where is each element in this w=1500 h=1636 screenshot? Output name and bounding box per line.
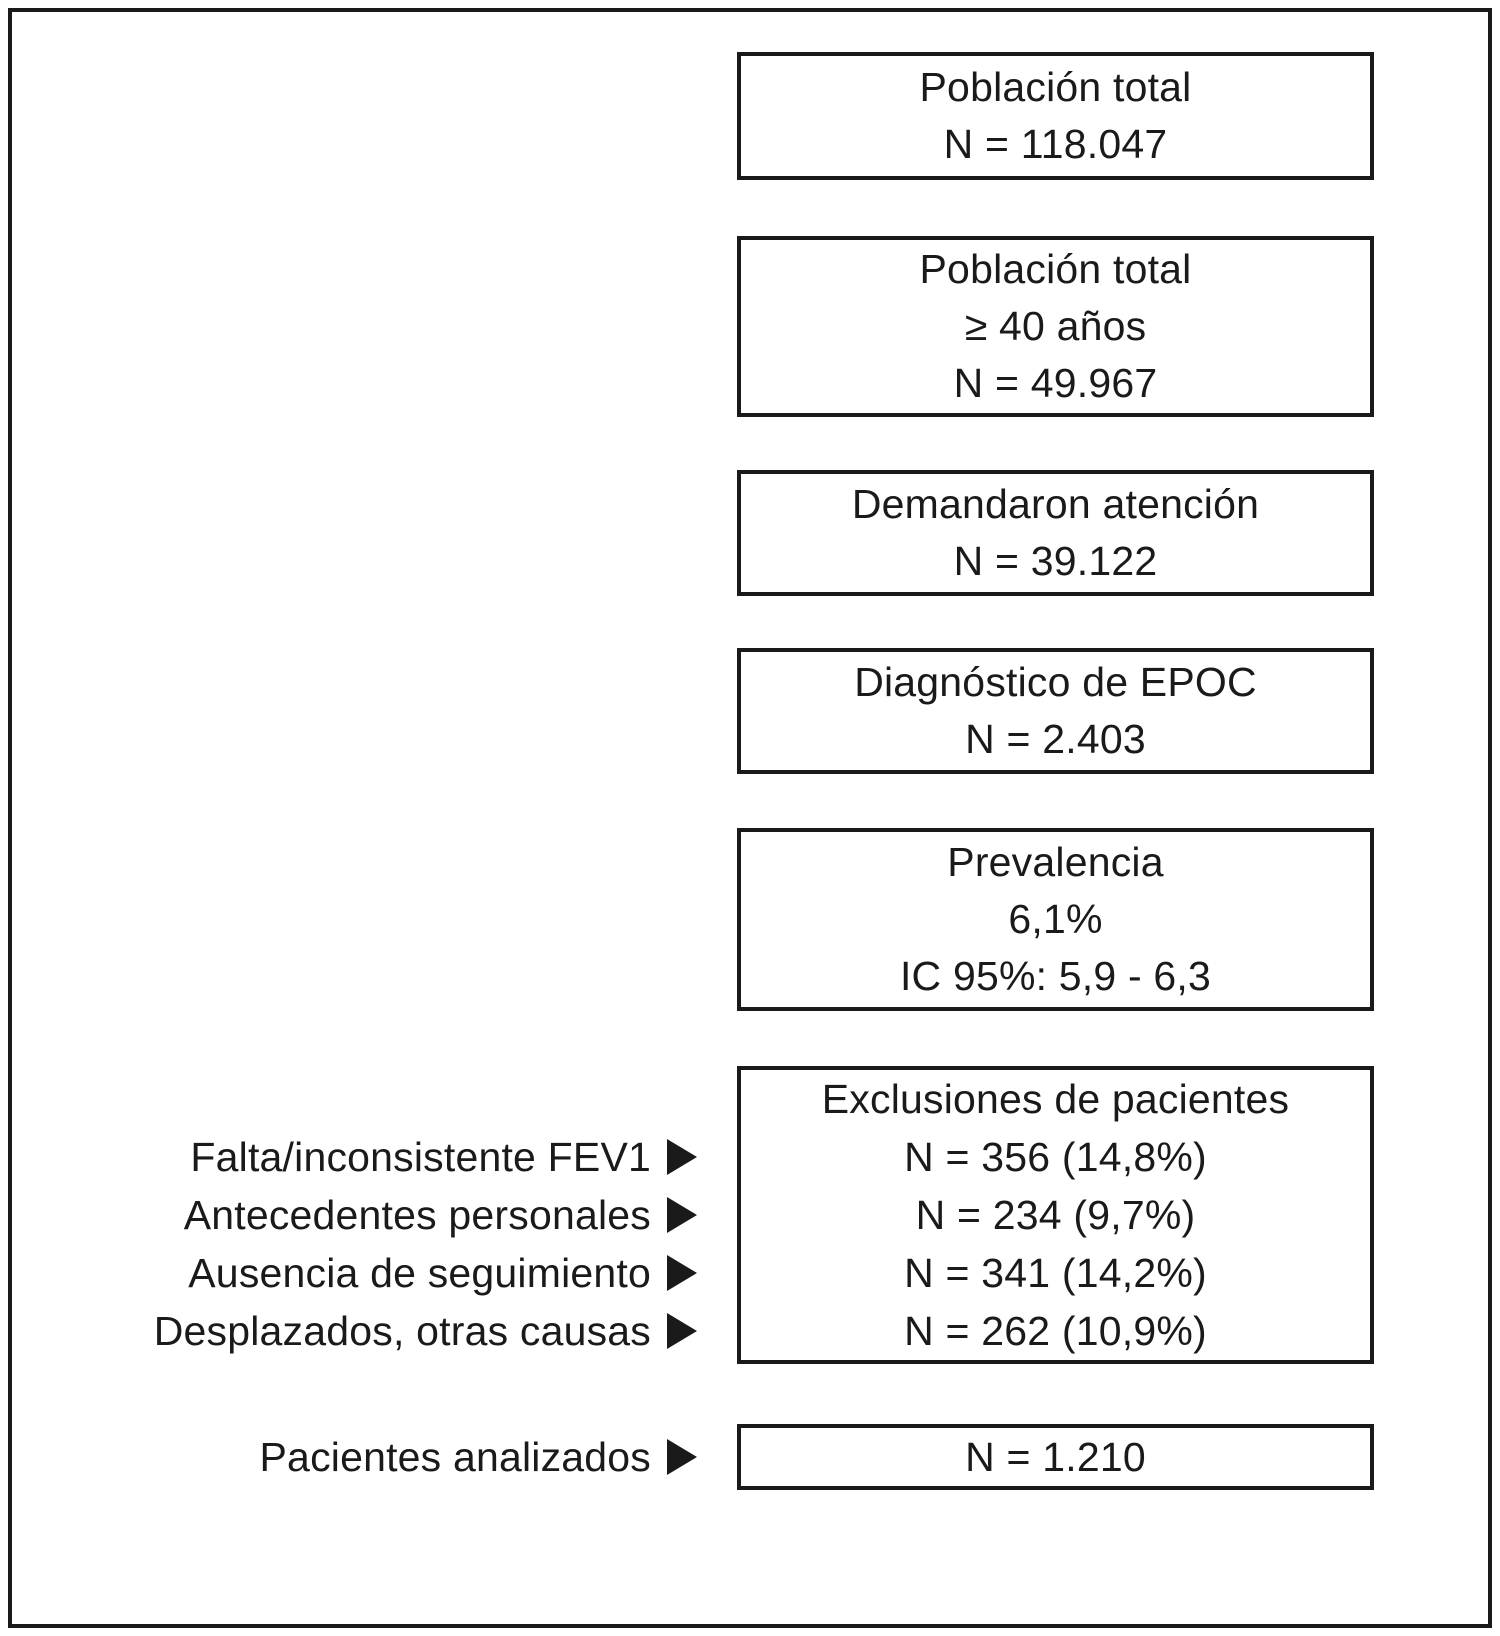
box-line: N = 2.403 (965, 716, 1146, 762)
box-line: N = 118.047 (943, 121, 1168, 167)
box-line: Población total (919, 64, 1192, 110)
arrow-right-icon (667, 1197, 697, 1233)
box-demandaron-atencion: Demandaron atención N = 39.122 (737, 470, 1374, 596)
box-line: ≥ 40 años (964, 303, 1147, 349)
result-label: Pacientes analizados (259, 1433, 651, 1480)
box-line: N = 39.122 (953, 538, 1158, 584)
box-line: N = 262 (10,9%) (904, 1308, 1207, 1354)
box-line: N = 341 (14,2%) (904, 1250, 1207, 1296)
exclusion-label: Falta/inconsistente FEV1 (190, 1133, 651, 1180)
box-line: Diagnóstico de EPOC (854, 659, 1257, 705)
box-line: 6,1% (1008, 896, 1103, 942)
box-line: N = 234 (9,7%) (915, 1192, 1196, 1238)
label-row-antecedentes: Antecedentes personales (184, 1186, 697, 1244)
box-exclusiones-pacientes: Exclusiones de pacientes N = 356 (14,8%)… (737, 1066, 1374, 1364)
box-line: N = 1.210 (965, 1434, 1146, 1480)
box-line: N = 356 (14,8%) (904, 1134, 1207, 1180)
box-line: IC 95%: 5,9 - 6,3 (899, 953, 1212, 999)
outer-frame (8, 8, 1492, 1628)
box-line: N = 49.967 (953, 360, 1158, 406)
box-line: Demandaron atención (851, 481, 1260, 527)
box-title: Exclusiones de pacientes (821, 1076, 1290, 1122)
box-pacientes-analizados-n: N = 1.210 (737, 1424, 1374, 1490)
arrow-right-icon (667, 1255, 697, 1291)
label-row-ausencia: Ausencia de seguimiento (188, 1244, 697, 1302)
arrow-right-icon (667, 1313, 697, 1349)
box-prevalencia: Prevalencia 6,1% IC 95%: 5,9 - 6,3 (737, 828, 1374, 1011)
label-row-fev1: Falta/inconsistente FEV1 (190, 1128, 697, 1186)
arrow-right-icon (667, 1439, 697, 1475)
box-line: Prevalencia (947, 839, 1164, 885)
exclusion-label: Ausencia de seguimiento (188, 1249, 651, 1296)
label-row-desplazados: Desplazados, otras causas (154, 1302, 697, 1360)
box-diagnostico-epoc: Diagnóstico de EPOC N = 2.403 (737, 648, 1374, 774)
box-poblacion-total: Población total N = 118.047 (737, 52, 1374, 180)
exclusion-label: Desplazados, otras causas (153, 1307, 651, 1354)
box-line: Población total (919, 246, 1192, 292)
label-row-pacientes-analizados: Pacientes analizados (260, 1428, 697, 1486)
exclusion-label: Antecedentes personales (183, 1191, 651, 1238)
arrow-right-icon (667, 1139, 697, 1175)
box-poblacion-40: Población total ≥ 40 años N = 49.967 (737, 236, 1374, 417)
